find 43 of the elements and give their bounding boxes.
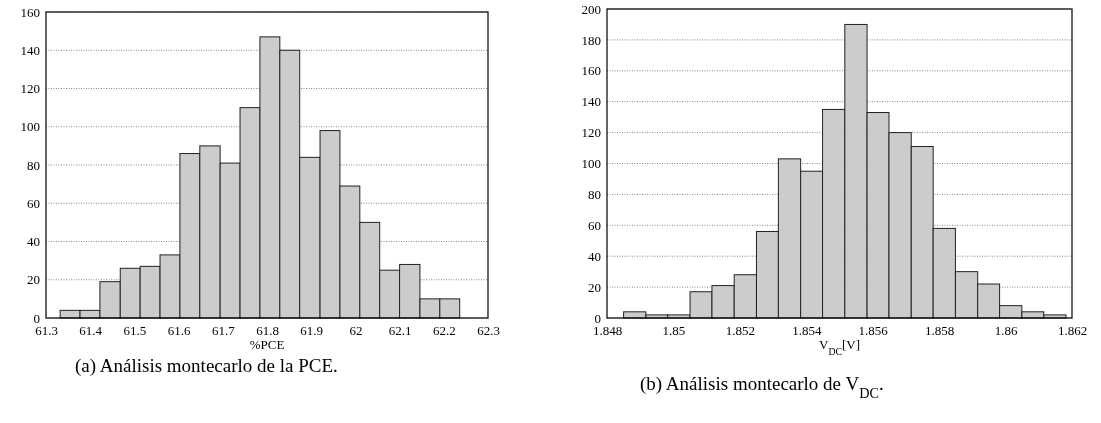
- x-tick-label: 61.8: [256, 323, 279, 339]
- x-tick-label: 61.6: [167, 323, 191, 339]
- x-tick-label: 1.85: [662, 323, 686, 339]
- x-axis-title: %PCE: [249, 337, 285, 352]
- x-tick-label: 61.9: [300, 323, 324, 339]
- x-tick-label: 61.5: [123, 323, 147, 339]
- x-tick-label: 61.3: [35, 323, 58, 339]
- x-tick-label: 62.2: [432, 323, 456, 339]
- y-tick-label: 60: [27, 195, 40, 211]
- y-tick-label: 80: [27, 157, 40, 173]
- x-tick-label: 62.1: [388, 323, 412, 339]
- y-tick-label: 60: [588, 217, 601, 233]
- x-tick-label: 1.856: [858, 323, 889, 339]
- x-tick-label: 62: [349, 323, 363, 339]
- x-axis-title: V$_{DC}$[V]: [819, 337, 860, 357]
- x-tick-label: 61.7: [211, 323, 236, 339]
- x-tick-label: 1.848: [592, 323, 623, 339]
- y-tick-label: 100: [581, 156, 601, 172]
- y-tick-label: 120: [20, 81, 40, 97]
- y-tick-label: 20: [588, 279, 601, 295]
- x-tick-label: 1.862: [1057, 323, 1088, 339]
- x-tick-label: 62.3: [477, 323, 500, 339]
- x-tick-label: 1.852: [725, 323, 755, 339]
- x-tick-label: 61.4: [79, 323, 103, 339]
- text: (b) Análisis montecarlo de V$_{DC}$.: [640, 373, 884, 401]
- y-tick-label: 140: [581, 94, 601, 110]
- y-tick-label: 160: [581, 63, 601, 79]
- y-tick-label: 100: [20, 119, 40, 135]
- y-tick-label: 0: [594, 310, 601, 326]
- y-tick-label: 180: [581, 32, 601, 48]
- x-tick-label: 1.86: [994, 323, 1018, 339]
- y-tick-label: 120: [581, 125, 601, 141]
- x-tick-label: 1.858: [925, 323, 955, 339]
- text: (a) Análisis montecarlo de la PCE.: [75, 355, 338, 377]
- y-tick-label: 0: [33, 310, 40, 326]
- y-tick-label: 80: [588, 187, 601, 203]
- y-tick-label: 40: [588, 248, 601, 264]
- y-tick-label: 20: [27, 272, 40, 288]
- y-tick-label: 140: [20, 42, 40, 58]
- y-tick-label: 200: [581, 1, 601, 17]
- y-tick-label: 40: [27, 234, 40, 250]
- x-tick-label: 1.854: [792, 323, 822, 339]
- y-tick-label: 160: [20, 4, 40, 20]
